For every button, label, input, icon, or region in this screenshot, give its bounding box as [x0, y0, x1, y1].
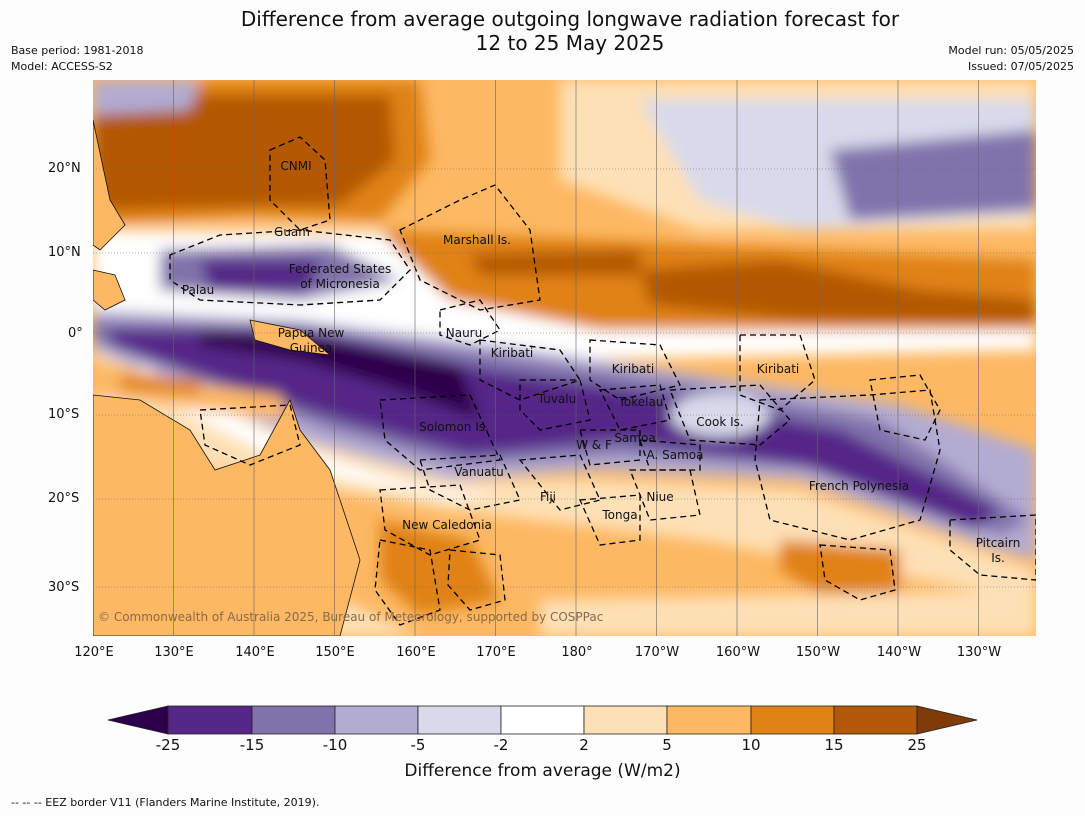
lon-label: 140°W — [876, 645, 922, 660]
colorbar-segment — [167, 705, 253, 735]
colorbar-segment — [916, 705, 978, 735]
base-period: Base period: 1981-2018 — [11, 44, 144, 57]
lon-label: 150°W — [795, 645, 841, 660]
place-label: Solomon Is. — [419, 420, 489, 434]
place-label: Kiribati — [491, 346, 533, 360]
colorbar-segment — [750, 705, 835, 735]
place-label: Marshall Is. — [443, 233, 511, 247]
colorbar-segment — [666, 705, 752, 735]
colorbar-tick: 10 — [741, 736, 761, 754]
colorbar-tick: -5 — [410, 736, 426, 754]
lon-label: 120°E — [74, 645, 114, 660]
model-name: Model: ACCESS-S2 — [11, 60, 113, 73]
meta-right: Model run: 05/05/2025 Issued: 07/05/2025 — [948, 43, 1074, 75]
colorbar-segment — [417, 705, 502, 735]
copyright-notice: © Commonwealth of Australia 2025, Bureau… — [98, 610, 603, 624]
lon-label: 140°E — [235, 645, 275, 660]
place-label: Pitcairn — [976, 536, 1021, 550]
place-label: Nauru — [446, 326, 482, 340]
issued-date: Issued: 07/05/2025 — [967, 60, 1074, 73]
lon-label: 160°W — [715, 645, 761, 660]
model-run: Model run: 05/05/2025 — [948, 44, 1074, 57]
lat-label: 10°N — [48, 245, 81, 260]
colorbar-tick: -10 — [322, 736, 348, 754]
colorbar-segment — [583, 705, 668, 735]
lon-label: 150°E — [315, 645, 355, 660]
graticule — [173, 80, 979, 636]
place-label: A. Samoa — [647, 448, 704, 462]
lat-label: 0° — [68, 326, 83, 341]
colorbar-title: Difference from average (W/m2) — [404, 761, 681, 781]
lat-label: 10°S — [48, 407, 80, 422]
colorbar — [107, 705, 978, 735]
place-label: Papua New — [278, 326, 345, 340]
place-label: Guinea — [290, 341, 333, 355]
lon-label: 170°E — [476, 645, 516, 660]
place-label: of Micronesia — [300, 277, 380, 291]
lon-label: 130°E — [154, 645, 194, 660]
title-line-1: Difference from average outgoing longwav… — [240, 7, 900, 31]
place-label: W & F — [576, 438, 612, 452]
place-label: Kiribati — [612, 362, 654, 376]
place-label: Is. — [991, 551, 1005, 565]
eez-borders — [169, 136, 1036, 626]
place-label: Palau — [182, 283, 214, 297]
place-label: Tuvalu — [537, 392, 577, 406]
colorbar-tick: 2 — [579, 736, 589, 754]
lon-label: 170°W — [634, 645, 680, 660]
place-label: Samoa — [614, 431, 655, 445]
colorbar-tick: 25 — [907, 736, 927, 754]
colorbar-segment — [833, 705, 918, 735]
chart-title: Difference from average outgoing longwav… — [0, 7, 1085, 55]
colorbar-segment — [107, 705, 169, 735]
colorbar-segment — [500, 705, 585, 735]
colorbar-tick: -15 — [239, 736, 265, 754]
place-labels: CNMI Guam Marshall Is. Federated States … — [182, 159, 1020, 565]
eez-footnote: -- -- -- EEZ border V11 (Flanders Marine… — [11, 796, 320, 809]
colorbar-tick: 15 — [824, 736, 844, 754]
place-label: Tokelau — [618, 395, 664, 409]
place-label: CNMI — [280, 159, 311, 173]
place-label: Kiribati — [757, 362, 799, 376]
landmass-outlines — [93, 119, 361, 636]
meta-left: Base period: 1981-2018 Model: ACCESS-S2 — [11, 43, 143, 75]
latitude-lines — [93, 168, 1036, 588]
title-line-2: 12 to 25 May 2025 — [475, 31, 665, 55]
place-label: French Polynesia — [809, 479, 909, 493]
place-label: New Caledonia — [402, 518, 492, 532]
lon-label: 130°W — [956, 645, 1002, 660]
olr-anomaly-field — [93, 80, 1036, 636]
lat-label: 30°S — [48, 580, 80, 595]
place-label: Cook Is. — [696, 415, 743, 429]
colorbar-tick: 5 — [662, 736, 672, 754]
place-label: Niue — [646, 490, 673, 504]
lat-label: 20°N — [48, 161, 81, 176]
place-label: Vanuatu — [454, 465, 504, 479]
colorbar-tick: -2 — [493, 736, 509, 754]
lon-label: 160°E — [396, 645, 436, 660]
colorbar-tick: -25 — [155, 736, 181, 754]
lon-label: 180° — [561, 645, 593, 660]
colorbar-segment — [251, 705, 336, 735]
place-label: Tonga — [601, 508, 637, 522]
place-label: Guam — [274, 225, 310, 239]
place-label: Fiji — [540, 490, 556, 504]
place-label: Federated States — [289, 262, 391, 276]
colorbar-segment — [334, 705, 419, 735]
lat-label: 20°S — [48, 491, 80, 506]
